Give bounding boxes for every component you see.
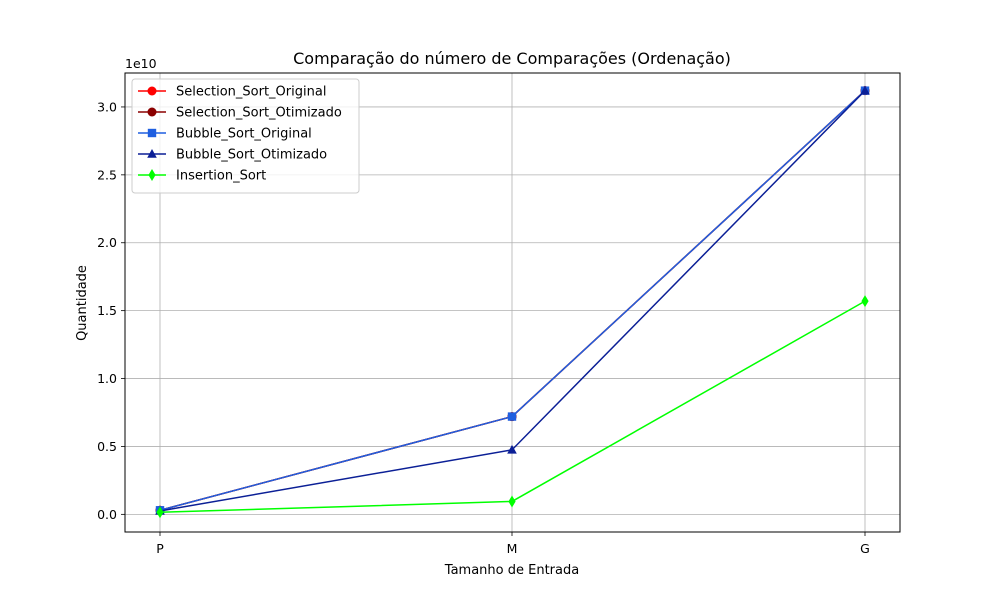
y-axis-label: Quantidade xyxy=(75,265,90,341)
y-tick-label: 1.0 xyxy=(97,371,117,386)
series-insertion-sort xyxy=(156,295,869,519)
x-tick-label: P xyxy=(156,541,164,556)
legend-entry: Insertion_Sort xyxy=(138,169,266,184)
data-point xyxy=(507,444,517,454)
data-point xyxy=(508,495,516,508)
legend-swatch-marker xyxy=(147,86,157,96)
data-point xyxy=(507,412,517,421)
ticks-layer: P M G 0.0 0.5 1.0 1.5 2.0 2.5 3.0 xyxy=(97,99,870,556)
legend-entry: Selection_Sort_Original xyxy=(138,85,326,100)
chart-title: Comparação do número de Comparações (Ord… xyxy=(293,49,731,68)
legend-label: Insertion_Sort xyxy=(176,169,266,184)
legend-box xyxy=(131,78,360,194)
y-tick-label: 1.5 xyxy=(97,303,117,318)
series-line xyxy=(159,300,866,514)
legend-label: Selection_Sort_Original xyxy=(176,85,326,100)
legend-entry: Bubble_Sort_Original xyxy=(138,127,312,142)
data-point xyxy=(156,506,164,519)
legend-label: Bubble_Sort_Otimizado xyxy=(176,148,327,163)
legend-entry: Bubble_Sort_Otimizado xyxy=(138,148,327,163)
y-offset-label: 1e10 xyxy=(125,56,157,71)
series-layer xyxy=(155,85,870,519)
legend-entry: Selection_Sort_Otimizado xyxy=(138,106,342,121)
legend-swatch-marker xyxy=(147,128,157,138)
data-point xyxy=(861,295,869,308)
y-tick-label: 0.5 xyxy=(97,439,117,454)
x-axis-label: Tamanho de Entrada xyxy=(444,563,579,578)
legend-label: Selection_Sort_Otimizado xyxy=(176,106,342,121)
y-tick-label: 2.5 xyxy=(97,167,117,182)
legend-swatch-marker xyxy=(147,149,157,158)
x-tick-label: M xyxy=(507,541,518,556)
x-tick-label: G xyxy=(860,541,870,556)
legend-swatch-marker xyxy=(148,169,156,181)
legend-label: Bubble_Sort_Original xyxy=(176,127,312,142)
legend: Selection_Sort_Original Selection_Sort_Ot… xyxy=(131,78,360,194)
legend-swatch-marker xyxy=(147,107,157,117)
y-tick-label: 2.0 xyxy=(97,235,117,250)
y-tick-label: 3.0 xyxy=(97,99,117,114)
data-point xyxy=(860,85,870,95)
plot-frame xyxy=(124,72,901,533)
y-tick-label: 0.0 xyxy=(97,507,117,522)
